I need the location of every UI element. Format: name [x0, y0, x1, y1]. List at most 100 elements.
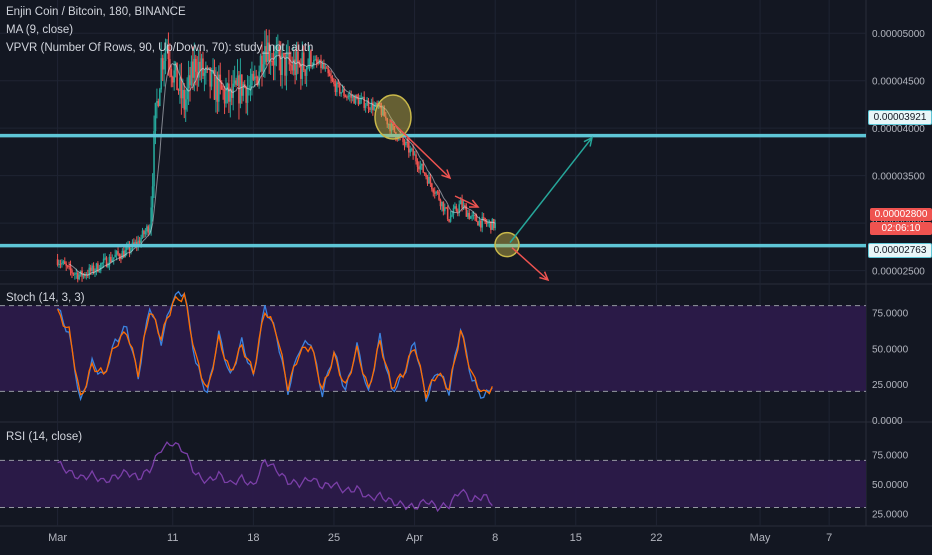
candle-body [200, 58, 203, 71]
candle-body [310, 50, 312, 67]
candle-body [459, 200, 462, 205]
candle-body [65, 263, 68, 266]
candle-body [182, 90, 184, 99]
candle-body [203, 72, 206, 76]
candle-body [494, 223, 496, 229]
candle-body [455, 206, 458, 211]
candle-body [82, 273, 85, 277]
candle-body [297, 51, 299, 64]
candle-body [220, 81, 223, 90]
candle-body [101, 262, 104, 264]
candle-body [464, 205, 466, 207]
candle-body [258, 71, 260, 86]
candle-body [422, 163, 425, 173]
candle-body [325, 67, 328, 69]
candle-body [274, 53, 276, 66]
candle-body [380, 107, 383, 116]
candle-body [432, 189, 435, 193]
candle-body [241, 74, 243, 96]
indicator-series [57, 54, 496, 513]
hline-lower-price-tag[interactable]: 0.00002763 [868, 243, 932, 258]
candle-body [150, 207, 152, 229]
ma-indicator-label[interactable]: MA (9, close) [6, 24, 74, 36]
candle-body [343, 89, 345, 96]
candle-body [321, 63, 324, 69]
down-arrow-long-line[interactable] [511, 247, 549, 281]
candle-body [114, 254, 116, 258]
candle-body [256, 76, 259, 86]
candle-body [209, 67, 211, 87]
candle-body [118, 254, 121, 258]
oscillator-band [0, 305, 866, 392]
candle-body [359, 99, 361, 105]
candle-body [428, 176, 430, 184]
rsi-pane-title[interactable]: RSI (14, close) [6, 431, 83, 443]
candle-body [158, 89, 161, 107]
candle-body [187, 75, 190, 89]
candle-body [174, 62, 177, 71]
candle-body [367, 101, 370, 109]
x-tick-label: 22 [650, 532, 662, 544]
candle-body [140, 237, 142, 244]
candle-body [255, 76, 258, 78]
candle-body [392, 123, 394, 127]
candle-body [71, 270, 73, 274]
up-arrow-line[interactable] [509, 137, 593, 244]
candle-body [308, 50, 311, 67]
candle-body [107, 266, 109, 268]
oscillator-tick-label: 75.0000 [872, 309, 909, 320]
down-arrow-line[interactable] [389, 119, 451, 179]
candle-body [144, 231, 147, 235]
candle-body [370, 102, 373, 110]
horizontal-levels[interactable] [0, 133, 866, 248]
candle-body [184, 99, 187, 110]
symbol-title[interactable]: Enjin Coin / Bitcoin, 180, BINANCE [6, 6, 186, 18]
candle-body [353, 96, 355, 104]
candle-body [314, 59, 317, 61]
candle-body [448, 219, 450, 222]
candle-body [56, 259, 59, 265]
candle-body [76, 272, 79, 280]
down-arrow-short-head[interactable] [468, 199, 480, 208]
down-arrow-head[interactable] [441, 169, 452, 180]
down-arrow-long-head[interactable] [539, 271, 550, 282]
candle-body [89, 267, 92, 272]
candle-body [317, 62, 319, 64]
candle-body [148, 228, 151, 233]
candle-body [361, 96, 364, 98]
up-arrow-head[interactable] [583, 136, 594, 147]
candle-body [300, 64, 302, 79]
candle-body [104, 257, 106, 259]
candle-body [225, 91, 227, 104]
candle-body [249, 85, 252, 89]
candle-body [405, 141, 407, 146]
down-arrow-short-line[interactable] [454, 195, 479, 208]
candle-body [344, 95, 347, 98]
candle-body [356, 95, 358, 98]
candle-body [251, 73, 253, 86]
drawing-tools[interactable] [374, 94, 594, 282]
candle-body [485, 222, 488, 224]
candle-body [128, 245, 131, 253]
candle-body [409, 148, 412, 153]
candle-body [74, 273, 76, 275]
stoch-pane-title[interactable]: Stoch (14, 3, 3) [6, 292, 85, 304]
candle-body [423, 172, 426, 175]
x-tick-label: 8 [492, 532, 498, 544]
candle-body [205, 67, 207, 73]
candle-body [452, 208, 455, 215]
candle-body [125, 247, 128, 251]
candle-body [403, 141, 406, 146]
candle-body [475, 215, 478, 222]
highlight-circle[interactable] [374, 94, 412, 140]
candle-body [102, 258, 105, 263]
vpvr-indicator-label[interactable]: VPVR (Number Of Rows, 90, Up/Down, 70): … [6, 42, 314, 54]
candle-body [154, 103, 157, 132]
candle-body [431, 183, 433, 190]
candle-body [171, 77, 174, 83]
hline-upper-price-tag[interactable]: 0.00003921 [868, 110, 932, 125]
x-tick-label: May [750, 532, 771, 544]
candle-body [58, 263, 60, 265]
